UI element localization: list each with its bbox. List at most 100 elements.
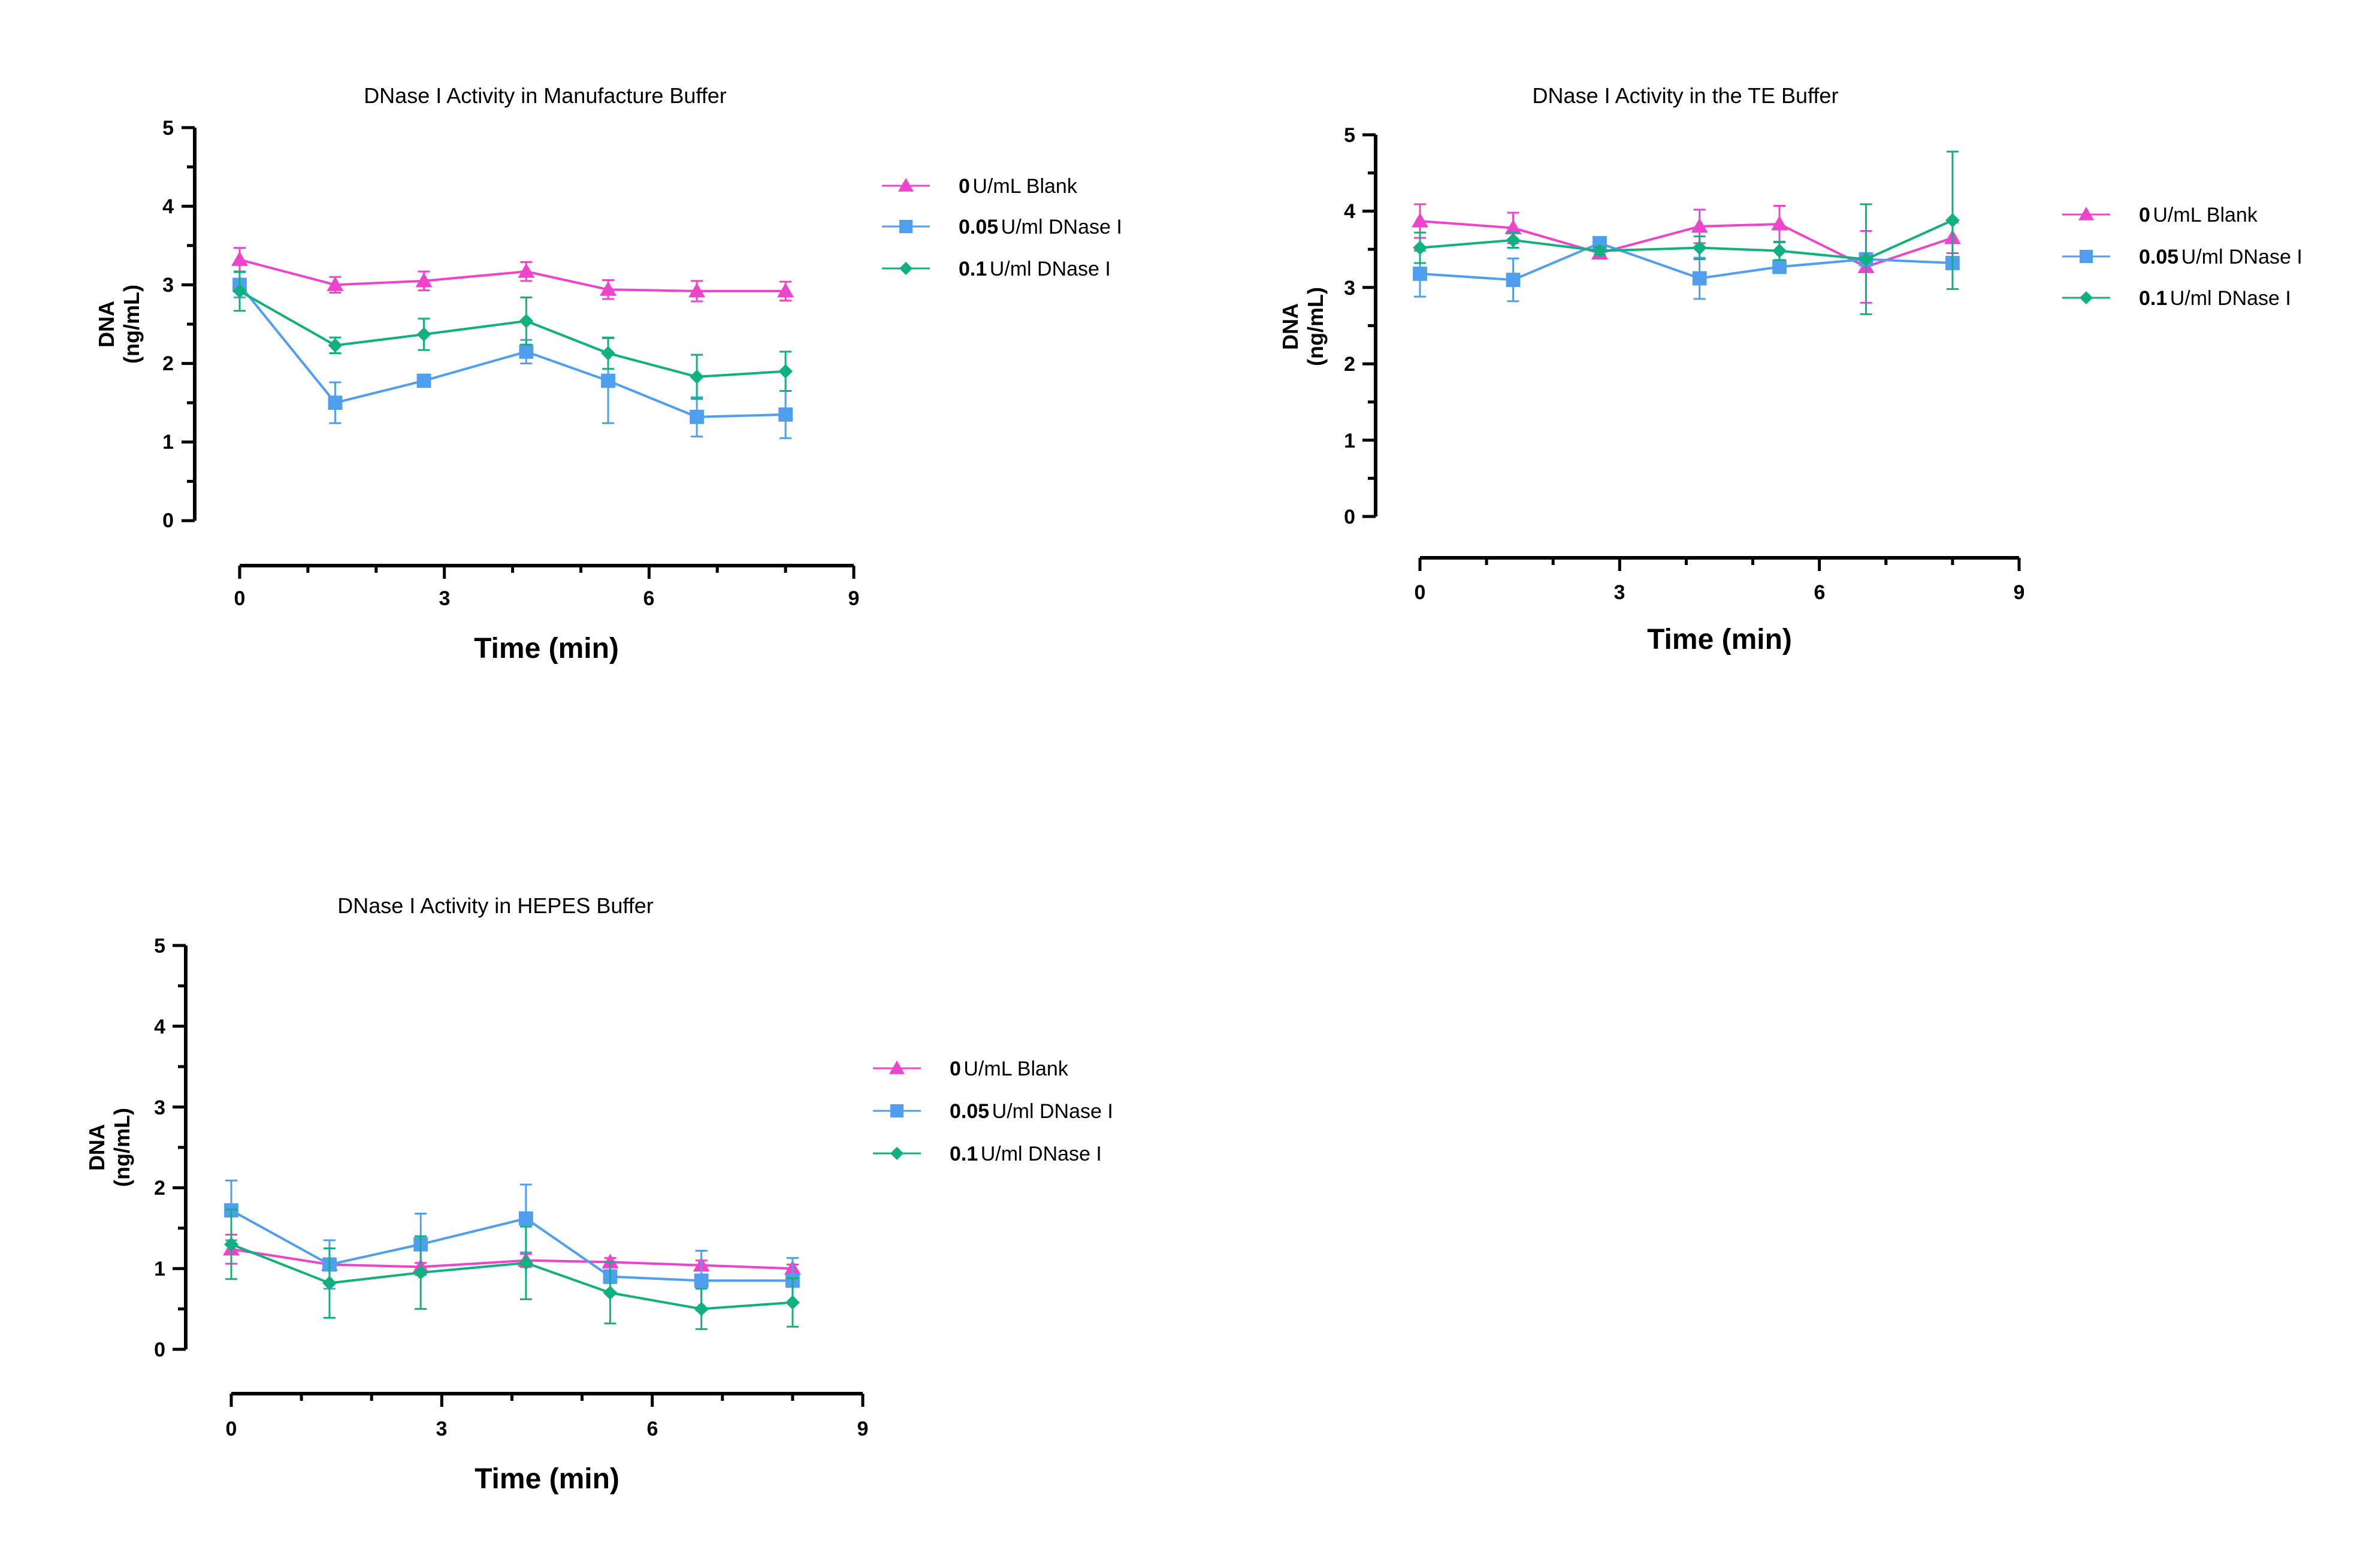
data-point [413, 1265, 428, 1280]
legend-marker [882, 219, 930, 234]
legend-symbol [889, 1061, 905, 1074]
legend-entry-blank: 0 U/mL Blank [959, 175, 1078, 198]
data-point [785, 1295, 800, 1310]
y-axis-unit: (ng/mL) [119, 285, 144, 364]
y-tick-label: 4 [162, 195, 174, 218]
y-axis-unit: (ng/mL) [110, 1108, 134, 1187]
data-point [690, 409, 704, 424]
series-line [238, 284, 786, 418]
legend-entry-0.05: 0.05 U/ml DNase I [2139, 246, 2302, 268]
panel-hepes-buffer: DNase I Activity in HEPES Buffer 5 4 3 2… [84, 893, 1113, 1495]
data-point [519, 345, 534, 359]
data-point [694, 1301, 709, 1316]
x-tick-label: 3 [1614, 581, 1625, 604]
y-tick-label: 2 [154, 1177, 165, 1200]
x-tick-label: 0 [234, 587, 246, 610]
legend-marker [2062, 291, 2110, 305]
y-tick-label: 5 [1344, 124, 1355, 147]
y-tick-label: 4 [1344, 200, 1355, 223]
data-point [1859, 252, 1874, 267]
data-point [690, 370, 704, 384]
data-point [778, 407, 793, 422]
y-axis-label: DNA [94, 301, 119, 348]
y-axis-title: DNA (ng/mL) [94, 285, 144, 364]
data-point [1691, 217, 1708, 233]
data-point [1593, 243, 1607, 258]
legend-marker [873, 1061, 921, 1074]
plot-area [223, 1179, 801, 1330]
y-tick-label: 4 [154, 1016, 165, 1038]
legend-marker [873, 1104, 921, 1118]
data-point [328, 338, 343, 353]
x-tick-label: 3 [436, 1418, 448, 1440]
data-point [518, 1211, 533, 1226]
data-point [415, 272, 433, 288]
y-axis-title: DNA (ng/mL) [1278, 287, 1328, 366]
legend-entry-0.05: 0.05 U/ml DNase I [950, 1100, 1113, 1123]
data-point [519, 313, 534, 328]
data-point [518, 263, 535, 278]
data-point [1504, 219, 1522, 234]
legend-symbol [890, 1104, 904, 1118]
legend-marker [873, 1146, 921, 1161]
legend-marker [2062, 207, 2110, 220]
y-axis-title: DNA (ng/mL) [84, 1108, 134, 1187]
data-point [601, 373, 615, 388]
series-dnase01 [224, 1209, 800, 1330]
data-point [416, 327, 431, 342]
x-tick-label: 6 [643, 587, 655, 610]
data-point [694, 1273, 709, 1288]
y-tick-label: 5 [162, 117, 174, 140]
x-tick-label: 9 [857, 1418, 869, 1440]
y-tick-label: 0 [162, 509, 174, 532]
data-point [601, 346, 615, 361]
x-tick-label: 0 [226, 1418, 237, 1440]
legend-entry-blank: 0 U/mL Blank [950, 1058, 1069, 1080]
data-point [224, 1237, 238, 1252]
y-ticks [182, 126, 195, 522]
legend-symbol [2079, 291, 2093, 305]
data-point [518, 1255, 533, 1270]
data-point [778, 364, 793, 379]
data-point [777, 282, 794, 298]
data-point [1412, 212, 1428, 228]
panel-te-buffer: DNase I Activity in the TE Buffer 5 4 3 … [1278, 83, 2302, 655]
y-tick-label: 5 [154, 935, 165, 957]
legend-symbol [899, 261, 913, 276]
data-point [1772, 259, 1787, 274]
data-point [322, 1276, 337, 1291]
y-axis-label: DNA [84, 1124, 109, 1171]
y-tick-label: 3 [1344, 277, 1355, 300]
data-point [1506, 232, 1521, 247]
legend: 0 U/mL Blank 0.05 U/ml DNase I 0.1 U/ml … [2062, 204, 2302, 310]
series-line [239, 258, 786, 292]
series-blank [231, 247, 794, 303]
x-axis-title: Time (min) [474, 633, 619, 664]
series-dnase01 [232, 270, 793, 400]
legend-marker [882, 261, 930, 276]
legend-symbol [890, 1146, 904, 1161]
series-dnase005 [232, 271, 793, 439]
data-point [1692, 271, 1707, 286]
legend-marker [2062, 249, 2110, 264]
data-point [1945, 213, 1960, 228]
series-dnase01 [1413, 150, 1960, 315]
x-tick-label: 0 [1415, 581, 1426, 604]
y-tick-label: 0 [1344, 506, 1355, 528]
series-line [239, 290, 786, 378]
plot-area [231, 247, 794, 439]
y-ticks [1362, 133, 1376, 518]
legend-entry-0.1: 0.1 U/ml DNase I [2139, 287, 2291, 310]
x-tick-label: 3 [439, 587, 451, 610]
legend-entry-0.05: 0.05 U/ml DNase I [959, 216, 1122, 238]
x-tick-label: 6 [1814, 581, 1826, 604]
data-point [1772, 243, 1787, 258]
data-point [416, 373, 431, 388]
y-tick-label: 1 [162, 431, 174, 454]
data-point [232, 283, 247, 298]
data-point [1413, 266, 1427, 281]
legend: 0 U/mL Blank 0.05 U/ml DNase I 0.1 U/ml … [882, 175, 1122, 280]
y-axis-label: DNA [1278, 303, 1303, 350]
plot-area [1412, 150, 1961, 315]
